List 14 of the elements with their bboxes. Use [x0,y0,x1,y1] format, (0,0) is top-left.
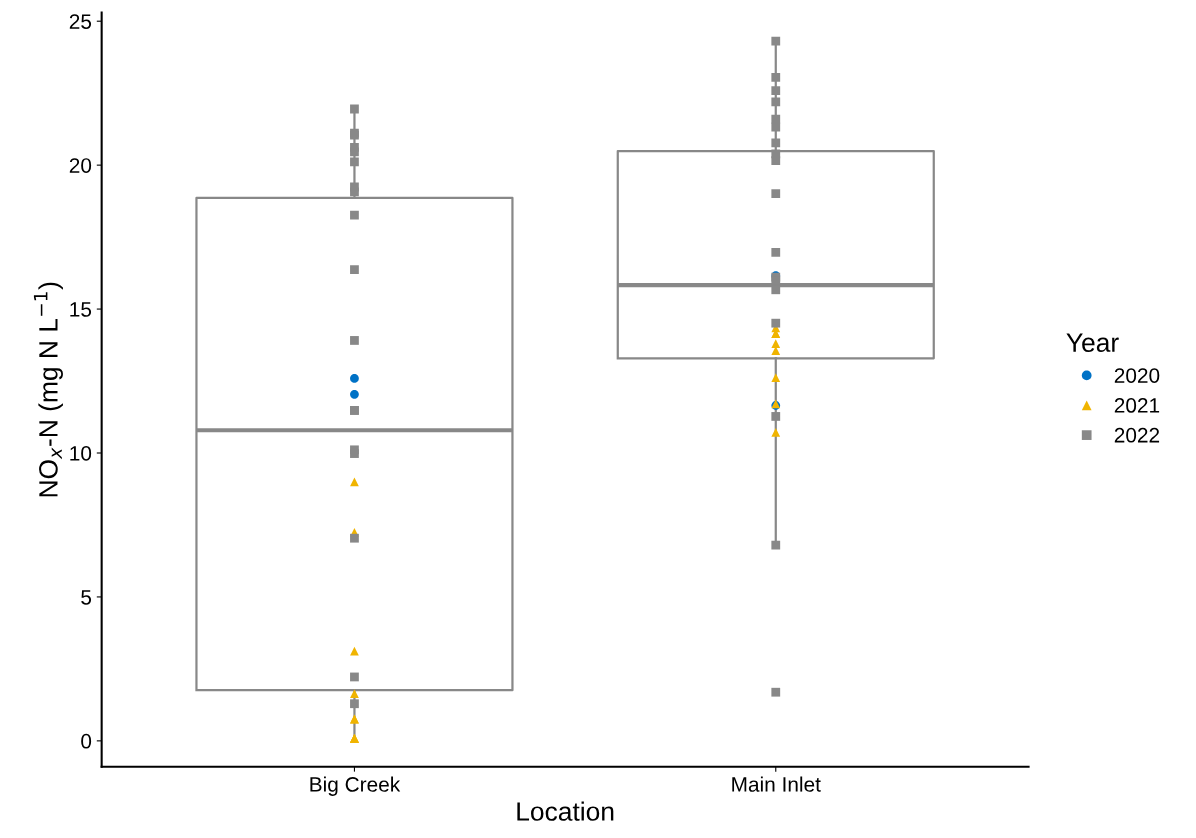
legend-title: Year [1066,333,1119,352]
legend-label: 2022 [1114,427,1160,443]
y-axis-title: NO$_{x}$-N (mg N L$^{−1}$) [33,282,63,497]
x-tick-label: Big Creek [310,776,401,796]
x-axis-title: Location [517,801,614,821]
y-tick-label: 10 [70,446,92,461]
legend-label: 2020 [1114,368,1160,383]
y-tick-label: 15 [70,302,92,317]
x-tick-label: Main Inlet [732,776,821,792]
y-tick-label: 0 [81,733,92,749]
y-tick-label: 5 [81,590,92,605]
legend-label: 2021 [1114,398,1160,413]
y-tick-label: 25 [69,14,92,29]
y-tick-label: 20 [69,158,92,173]
